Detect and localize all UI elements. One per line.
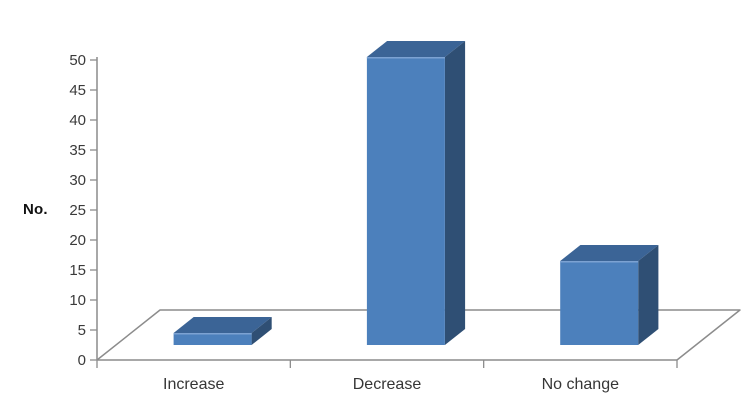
bar-decrease (366, 41, 466, 345)
bar-front-face (366, 57, 445, 345)
x-ticks: Increase Decrease No change (96, 360, 678, 393)
y-tick-label: 30 (69, 172, 86, 189)
bars-group (173, 41, 659, 345)
y-tick-label: 45 (69, 82, 86, 99)
bar-side-face (251, 317, 272, 345)
y-tick-label: 35 (69, 142, 86, 159)
bar-increase (173, 317, 272, 345)
x-category-label: Decrease (353, 376, 422, 393)
y-tick-label: 20 (69, 232, 86, 249)
x-category-label: No change (542, 376, 619, 393)
y-tick-label: 0 (78, 352, 86, 369)
y-axis-title: No. (23, 201, 48, 218)
y-tick-label: 40 (69, 112, 86, 129)
bar-side-face (444, 41, 466, 345)
bar-front-face (560, 261, 639, 345)
bar-top-face (366, 41, 466, 57)
y-tick-label: 15 (69, 262, 86, 279)
bar-no-change (560, 245, 659, 345)
bar-front-face (173, 333, 252, 345)
bar-top-face (173, 317, 272, 333)
y-tick-label: 25 (69, 202, 86, 219)
y-tick-label: 50 (69, 52, 86, 69)
bar-top-face (560, 245, 659, 261)
y-tick-label: 10 (69, 292, 86, 309)
bar-side-face (638, 245, 659, 345)
x-category-label: Increase (163, 376, 224, 393)
y-tick-label: 5 (78, 322, 86, 339)
axes (96, 57, 677, 361)
y-ticks: 0 5 10 15 20 25 30 35 40 45 50 (69, 52, 97, 369)
